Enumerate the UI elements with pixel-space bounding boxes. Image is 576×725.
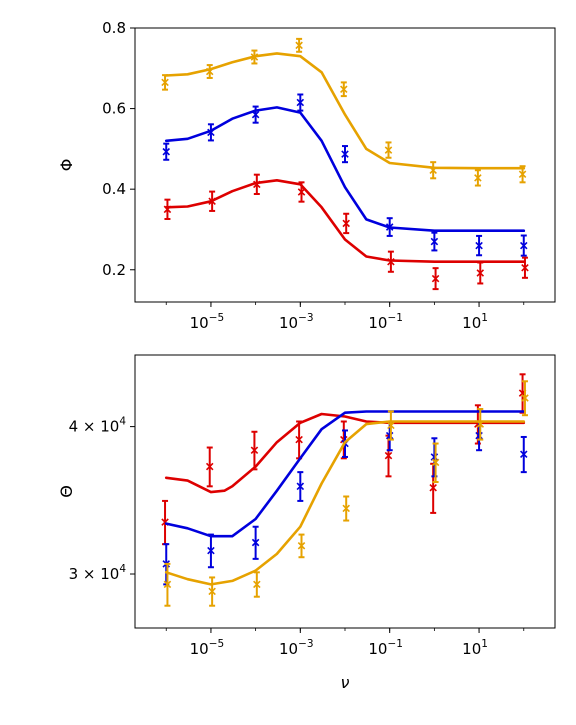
data-point: [163, 205, 172, 214]
data-point: [250, 53, 259, 61]
y-tick-label: 3 × 104: [69, 563, 127, 583]
data-point: [521, 394, 529, 402]
data-point: [429, 483, 437, 492]
data-point: [207, 546, 215, 555]
data-point: [385, 223, 394, 231]
y-tick-label: 0.6: [102, 100, 126, 118]
x-tick-label: 10−1: [368, 638, 403, 658]
y-axis-label: Φ: [57, 159, 76, 172]
data-point: [253, 580, 261, 589]
data-point: [387, 421, 395, 430]
series-curve: [164, 179, 526, 264]
series-curve: [164, 420, 526, 586]
data-point: [387, 257, 395, 266]
data-layer: [161, 37, 529, 291]
data-point: [253, 180, 261, 189]
data-point: [340, 85, 348, 94]
data-point: [474, 174, 482, 182]
data-point: [476, 269, 485, 277]
data-layer: [161, 373, 529, 607]
data-point: [295, 435, 303, 444]
x-tick-label: 10−3: [279, 638, 314, 658]
data-point: [431, 274, 440, 283]
data-point: [251, 538, 260, 547]
series-curve: [164, 106, 526, 232]
x-axis-label: ν: [341, 673, 350, 692]
data-point: [342, 219, 350, 228]
data-point: [429, 166, 437, 175]
data-point: [384, 146, 393, 154]
data-point: [205, 67, 214, 76]
x-tick-label: 10−5: [190, 312, 225, 332]
x-tick-label: 101: [462, 312, 488, 332]
data-point: [297, 542, 306, 550]
data-point: [297, 188, 306, 196]
data-point: [163, 580, 172, 589]
data-point: [476, 420, 485, 428]
data-point: [296, 98, 305, 107]
data-point: [384, 451, 393, 460]
x-tick-label: 10−5: [190, 638, 225, 658]
data-point: [518, 170, 527, 179]
series-curve: [164, 52, 526, 170]
data-point: [162, 147, 171, 156]
data-point: [521, 263, 529, 272]
data-point: [430, 237, 439, 246]
data-point: [296, 482, 305, 491]
data-point: [208, 587, 216, 596]
y-axis-label: Θ: [57, 485, 76, 498]
y-tick-label: 0.2: [102, 261, 126, 279]
x-tick-label: 101: [462, 638, 488, 658]
y-tick-label: 4 × 104: [69, 416, 127, 436]
data-point: [251, 110, 260, 119]
data-point: [208, 197, 216, 206]
bottom-panel: 10−5 10−3 10−1 101 3 × 104 4 × 104 Θν: [57, 354, 556, 692]
data-point: [161, 78, 169, 87]
data-point: [475, 241, 483, 250]
plot-frame: [134, 354, 556, 629]
top-panel: 10−5 10−3 10−1 101 0.2 0.4 0.6 0.8 Φ: [57, 19, 556, 332]
data-point: [519, 241, 528, 250]
x-tick-label: 10−3: [279, 312, 314, 332]
data-point: [341, 150, 349, 158]
x-tick-label: 10−1: [368, 312, 403, 332]
data-point: [205, 462, 214, 471]
series-curve: [164, 410, 526, 538]
y-tick-label: 0.8: [102, 19, 126, 37]
data-point: [519, 450, 528, 459]
data-point: [342, 504, 350, 513]
data-point: [207, 128, 215, 137]
y-tick-label: 0.4: [102, 180, 126, 198]
data-point: [431, 458, 440, 467]
data-point: [250, 446, 259, 454]
data-point: [295, 41, 303, 50]
